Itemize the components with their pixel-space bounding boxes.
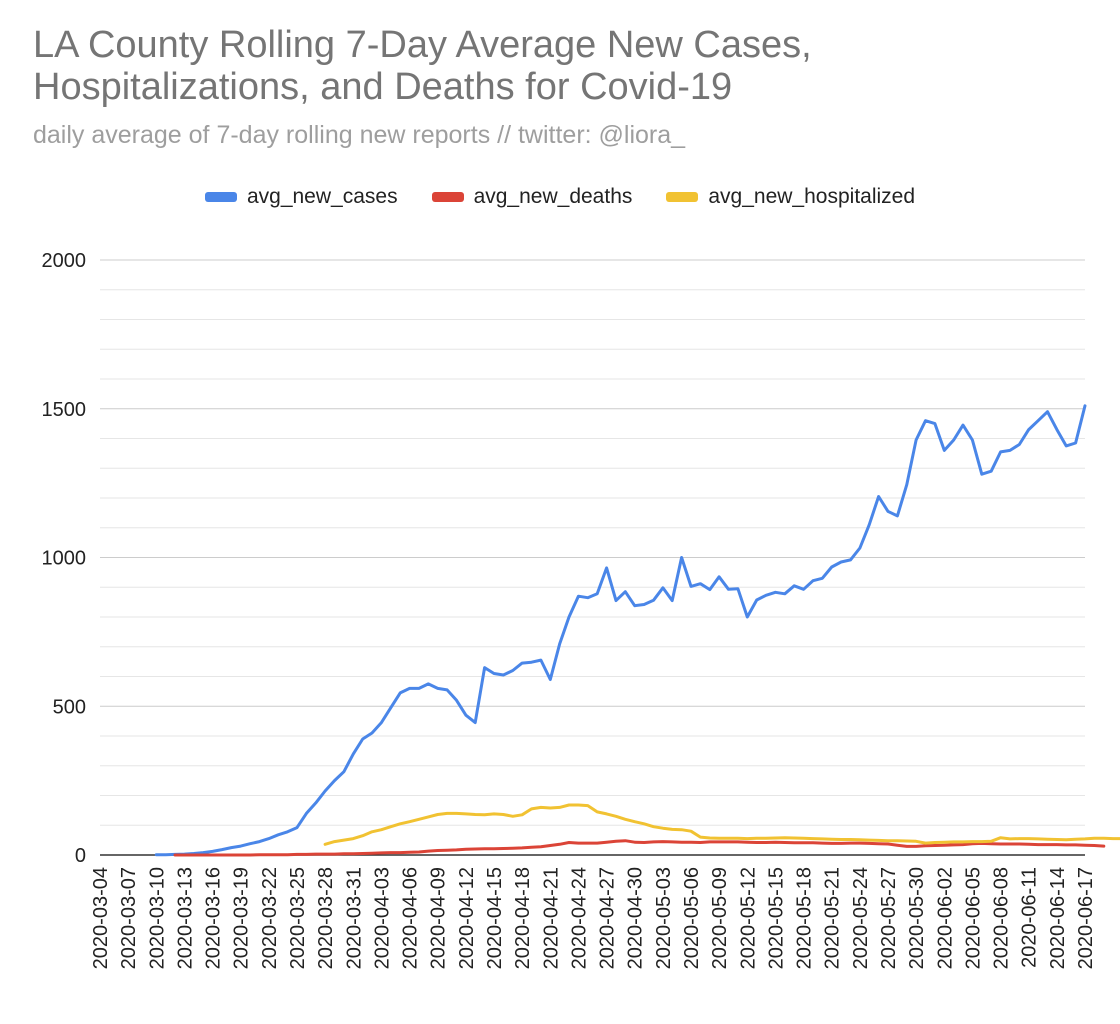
legend-swatch-deaths (431, 192, 464, 202)
chart-subtitle: daily average of 7-day rolling new repor… (33, 121, 686, 149)
legend-item-hospitalized: avg_new_hospitalized (666, 185, 915, 209)
x-tick-label: 2020-06-02 (934, 867, 956, 969)
x-tick-label: 2020-04-06 (400, 867, 422, 969)
x-tick-label: 2020-06-08 (991, 867, 1013, 969)
x-tick-label: 2020-06-05 (962, 867, 984, 969)
legend-label-cases: avg_new_cases (246, 185, 398, 208)
x-tick-label: 2020-03-25 (287, 867, 309, 969)
x-tick-label: 2020-05-18 (794, 867, 816, 969)
x-tick-label: 2020-06-11 (1019, 867, 1041, 968)
x-tick-label: 2020-04-15 (484, 867, 506, 969)
x-tick-label: 2020-04-18 (512, 867, 534, 969)
series-line-avg_new_hospitalized (323, 803, 1120, 846)
series-line-avg_new_cases (154, 404, 1087, 857)
x-tick-label: 2020-03-10 (146, 867, 168, 969)
x-tick-label: 2020-06-17 (1075, 867, 1097, 969)
x-tick-label: 2020-03-31 (343, 867, 365, 969)
series-line-avg_new_deaths (173, 839, 1106, 857)
x-tick-label: 2020-04-27 (597, 867, 619, 969)
x-tick-label: 2020-03-16 (203, 867, 225, 969)
x-tick-label: 2020-03-28 (315, 867, 337, 969)
x-tick-label: 2020-04-12 (456, 867, 478, 969)
x-tick-label: 2020-05-24 (850, 867, 872, 969)
y-tick-label: 2000 (42, 250, 87, 272)
x-tick-label: 2020-05-12 (737, 867, 759, 969)
x-tick-label: 2020-06-14 (1047, 867, 1069, 969)
x-tick-label: 2020-03-22 (259, 867, 281, 969)
y-tick-label: 1000 (42, 548, 87, 570)
chart-title: LA County Rolling 7-Day Average New Case… (33, 24, 812, 108)
chart-legend: avg_new_cases avg_new_deaths avg_new_hos… (0, 185, 1120, 209)
x-tick-label: 2020-04-03 (371, 867, 393, 969)
legend-label-hospitalized: avg_new_hospitalized (708, 185, 916, 208)
x-tick-label: 2020-05-27 (878, 867, 900, 969)
legend-item-cases: avg_new_cases (204, 185, 398, 209)
legend-item-deaths: avg_new_deaths (431, 185, 633, 209)
x-tick-label: 2020-04-24 (568, 867, 590, 969)
x-tick-label: 2020-04-21 (540, 867, 562, 969)
y-tick-label: 0 (75, 845, 86, 867)
x-tick-label: 2020-03-07 (118, 867, 140, 969)
legend-label-deaths: avg_new_deaths (473, 185, 633, 208)
x-tick-label: 2020-05-03 (653, 867, 675, 969)
x-tick-label: 2020-05-09 (709, 867, 731, 969)
x-tick-label: 2020-03-04 (90, 867, 112, 969)
x-tick-label: 2020-05-21 (822, 867, 844, 969)
legend-swatch-hospitalized (666, 192, 699, 202)
x-tick-label: 2020-05-30 (906, 867, 928, 969)
legend-swatch-cases (204, 192, 237, 202)
x-tick-label: 2020-03-19 (231, 867, 253, 969)
x-tick-label: 2020-04-09 (428, 867, 450, 969)
y-tick-label: 1500 (42, 399, 87, 421)
x-tick-label: 2020-05-15 (765, 867, 787, 969)
x-tick-label: 2020-05-06 (681, 867, 703, 969)
y-tick-label: 500 (53, 696, 86, 718)
x-tick-label: 2020-04-30 (625, 867, 647, 969)
x-tick-label: 2020-03-13 (174, 867, 196, 969)
